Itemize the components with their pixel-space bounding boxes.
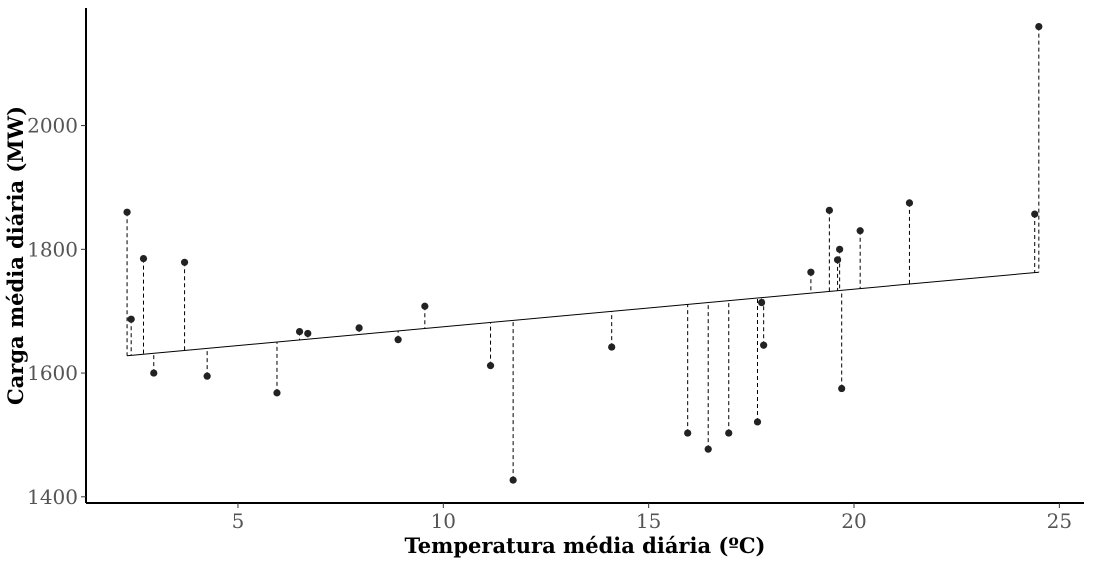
data-point-22 — [807, 268, 815, 276]
data-point-18 — [725, 429, 733, 437]
y-axis-title: Carga média diária (MW) — [3, 106, 28, 405]
x-tick-label: 5 — [232, 509, 245, 533]
data-point-29 — [1031, 210, 1039, 218]
data-point-10 — [355, 324, 363, 332]
x-tick-label: 10 — [431, 509, 456, 533]
data-point-11 — [394, 336, 402, 344]
data-point-14 — [509, 476, 517, 484]
data-point-30 — [1035, 22, 1043, 31]
data-point-26 — [838, 384, 846, 393]
data-point-2 — [127, 315, 135, 323]
y-tick-label: 1600 — [27, 361, 78, 385]
residual-lines — [126, 26, 1040, 481]
data-point-1 — [123, 208, 131, 216]
data-point-5 — [180, 258, 189, 266]
data-point-4 — [150, 369, 158, 377]
x-tick-label: 25 — [1047, 509, 1072, 533]
data-point-16 — [684, 429, 692, 437]
data-point-17 — [704, 445, 712, 453]
y-tick-label: 1400 — [27, 485, 78, 509]
x-axis-title: Temperatura média diária (ºC) — [405, 533, 766, 558]
data-point-20 — [758, 298, 766, 307]
data-point-3 — [139, 254, 148, 263]
data-point-21 — [760, 341, 768, 349]
data-point-19 — [753, 418, 762, 426]
data-point-6 — [203, 372, 211, 380]
x-tick-label: 15 — [636, 509, 661, 533]
data-point-8 — [295, 328, 304, 336]
data-point-9 — [304, 329, 312, 338]
data-point-27 — [856, 227, 864, 235]
data-points — [123, 22, 1043, 484]
y-tick-label: 1800 — [27, 237, 78, 261]
data-point-15 — [608, 343, 616, 351]
data-point-13 — [486, 362, 495, 370]
data-point-12 — [421, 302, 429, 310]
y-axis-ticks: 1400 1600 1800 2000 — [27, 114, 86, 509]
data-point-24 — [833, 256, 842, 264]
data-point-23 — [825, 206, 833, 214]
data-point-28 — [905, 199, 914, 207]
data-point-25 — [836, 245, 844, 253]
data-point-7 — [273, 389, 281, 397]
regression-line — [127, 271, 1039, 357]
x-axis-ticks: 5 10 15 20 25 — [232, 503, 1072, 533]
y-tick-label: 2000 — [27, 114, 78, 138]
x-tick-label: 20 — [841, 509, 866, 533]
